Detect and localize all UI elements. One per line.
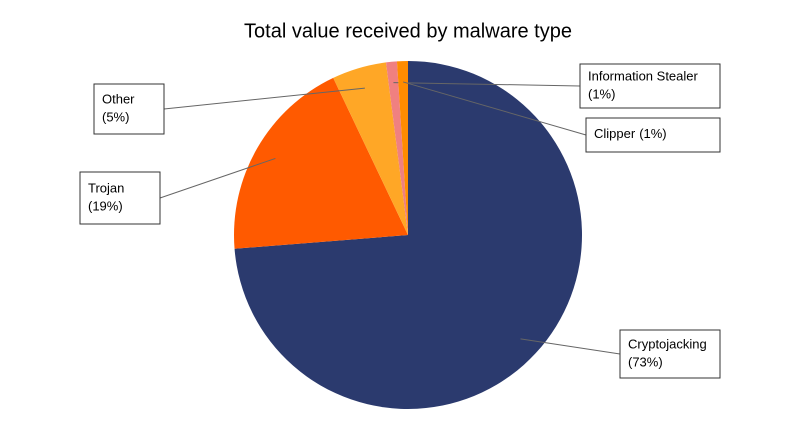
chart-title: Total value received by malware type — [244, 20, 572, 42]
data-label: Clipper (1%) — [594, 126, 667, 141]
value-label: (5%) — [102, 109, 129, 124]
leader-line — [163, 87, 365, 110]
category-label: Information Stealer — [588, 68, 699, 83]
pie-slice — [385, 61, 408, 236]
leader-line — [393, 82, 581, 87]
pie-slice — [333, 62, 408, 235]
label-box — [585, 117, 721, 153]
value-label: (1%) — [588, 86, 615, 101]
pie-slice — [234, 61, 583, 409]
pie-slice — [234, 77, 408, 249]
value-label: (1%) — [639, 126, 666, 141]
value-label: (19%) — [88, 198, 123, 213]
leader-line — [159, 157, 276, 199]
pie-slice — [396, 61, 408, 235]
category-label: Clipper — [594, 126, 636, 141]
category-label: Cryptojacking — [628, 336, 707, 351]
value-label: (73%) — [628, 354, 663, 369]
label-box — [579, 63, 721, 109]
leader-line — [520, 338, 621, 355]
leader-line — [403, 81, 587, 136]
label-box — [79, 171, 161, 225]
label-box — [93, 83, 165, 135]
category-label: Other — [102, 91, 135, 106]
category-label: Trojan — [88, 180, 124, 195]
label-box — [619, 329, 721, 379]
